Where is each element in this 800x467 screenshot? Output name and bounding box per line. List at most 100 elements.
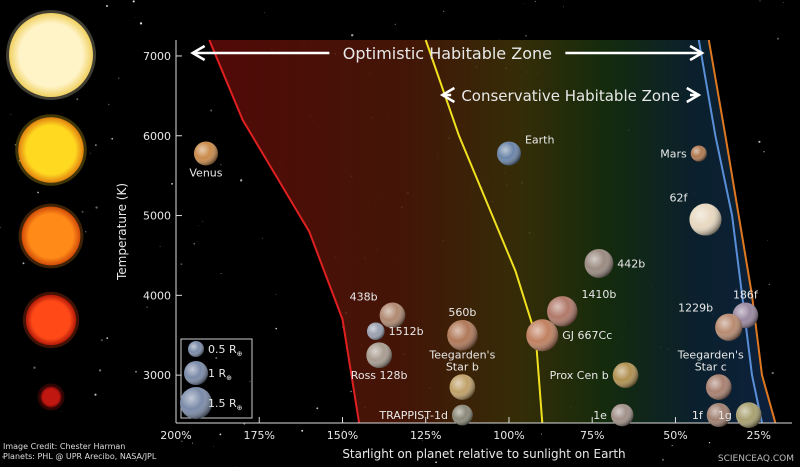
x-tick-label: 175%	[244, 429, 275, 442]
planet-shading	[366, 322, 385, 341]
background-star	[171, 182, 174, 185]
size-legend-label: 0.5 R⊕	[208, 343, 243, 358]
planet-label-line: 1g	[718, 409, 732, 422]
background-star	[95, 206, 98, 209]
planet-label: Teegarden's Star c	[677, 348, 744, 373]
x-tick-label: 50%	[663, 429, 687, 442]
background-star	[100, 339, 103, 342]
planet-label-line: 560b	[448, 306, 476, 319]
background-star	[662, 458, 664, 461]
background-star	[435, 461, 437, 464]
background-star	[135, 370, 137, 373]
planet-label-line: 186f	[733, 288, 759, 301]
host-star	[9, 13, 93, 97]
planet-shading	[447, 320, 478, 351]
y-tick-label: 6000	[143, 130, 171, 143]
planet-label-line: Ross 128b	[351, 369, 408, 382]
planet-label-line: 442b	[617, 257, 645, 270]
planet-label: GJ 667Cc	[562, 329, 612, 342]
background-star	[134, 17, 136, 18]
planet-shading	[193, 141, 218, 166]
chart-axes: 3000 4000 5000 6000 7000 200% 175% 150% 125% 100%…	[115, 40, 792, 461]
background-star	[139, 22, 143, 25]
zone-arrowhead	[686, 86, 702, 104]
planet-label-line: 1e	[593, 409, 607, 422]
background-star	[220, 272, 222, 274]
background-star	[14, 143, 17, 146]
planet-label-line: 62f	[670, 192, 689, 205]
background-star	[351, 34, 354, 37]
background-star	[111, 137, 114, 140]
zone-label: Conservative Habitable Zone	[461, 87, 679, 105]
background-star	[106, 337, 109, 339]
size-legend-shading	[184, 361, 208, 385]
host-star	[40, 386, 62, 408]
planet-label: 1512b	[389, 325, 424, 338]
planet-shading	[449, 374, 476, 400]
background-star	[81, 210, 84, 213]
planet-shading	[715, 313, 743, 341]
background-star	[198, 225, 199, 226]
background-star	[443, 10, 445, 12]
background-star	[771, 371, 774, 375]
planet-label: Prox Cen b	[550, 369, 609, 382]
earth-radius-symbol: ⊕	[237, 404, 243, 412]
host-star	[21, 206, 81, 266]
planet-shading	[496, 141, 521, 166]
zone-boundary-line	[697, 39, 763, 424]
zone-arrowhead	[689, 44, 705, 62]
background-star	[235, 465, 236, 467]
background-star	[781, 458, 783, 460]
x-tick-label: 200%	[160, 429, 191, 442]
earth-radius-symbol: ⊕	[237, 350, 243, 358]
size-legend-shading	[188, 341, 204, 357]
background-star	[37, 191, 40, 194]
background-star	[219, 433, 222, 436]
planet-label: 560b	[448, 306, 476, 319]
planet-label-line: Star b	[446, 360, 479, 373]
planet-shading	[690, 145, 707, 162]
watermark: SCIENCEAQ.COM	[717, 454, 794, 464]
planet-shading	[584, 249, 614, 278]
background-star	[159, 245, 161, 247]
background-star	[76, 98, 79, 101]
background-star	[763, 151, 765, 153]
planet-label: Ross 128b	[351, 369, 408, 382]
planet-label-line: Prox Cen b	[550, 369, 609, 382]
planet-label: 1e	[593, 409, 607, 422]
planet-label-line: GJ 667Cc	[562, 329, 612, 342]
background-star	[422, 440, 423, 441]
zone-boundary-line	[208, 39, 361, 424]
planet-label: Mars	[660, 147, 687, 160]
background-star	[191, 442, 193, 444]
zone-boundary-curves	[208, 39, 777, 424]
background-star	[264, 12, 265, 14]
habitable-zone-band	[209, 40, 776, 423]
background-star	[94, 393, 97, 396]
planet-label: 1g	[718, 409, 732, 422]
image-credit: Image Credit: Chester Harman	[3, 442, 126, 451]
planet-label-line: 1410b	[581, 288, 616, 301]
background-star	[193, 242, 196, 245]
x-tick-label: 150%	[327, 429, 358, 442]
planet-shading	[706, 403, 731, 428]
background-star	[85, 231, 87, 233]
host-star	[18, 117, 84, 183]
background-star	[132, 0, 135, 3]
background-star	[148, 141, 150, 143]
planet-shading	[689, 203, 722, 236]
x-axis-label: Starlight on planet relative to sunlight…	[342, 447, 625, 461]
background-star	[89, 152, 91, 154]
background-star	[210, 109, 213, 112]
background-star	[261, 237, 263, 239]
background-star	[534, 0, 536, 2]
planet-label: 186f	[733, 288, 759, 301]
background-star	[213, 446, 214, 448]
background-star	[768, 283, 770, 286]
host-star	[25, 294, 77, 346]
background-star	[541, 433, 542, 435]
background-star	[343, 429, 345, 431]
planet-label: Earth	[525, 133, 555, 146]
y-tick-label: 3000	[143, 369, 171, 382]
zone-arrowhead	[190, 44, 206, 62]
